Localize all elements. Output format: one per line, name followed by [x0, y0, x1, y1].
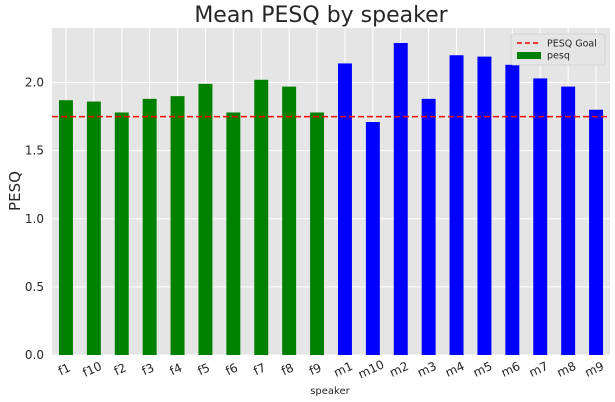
y-ticks: 0.0 0.5 1.0 1.5 2.0 — [25, 76, 44, 363]
x-tick-label-m3: m3 — [415, 359, 438, 380]
x-tick-label-f3: f3 — [140, 361, 157, 379]
x-tick-label-f1: f1 — [56, 361, 73, 379]
x-tick-label-m9: m9 — [583, 359, 606, 380]
bar-f6 — [226, 112, 241, 355]
y-tick-label: 1.5 — [25, 144, 44, 158]
bar-m4 — [449, 55, 464, 355]
x-tick-label-f8: f8 — [279, 361, 296, 379]
y-tick-label: 0.0 — [25, 348, 44, 362]
plot-background — [52, 28, 610, 355]
x-tick-label-f7: f7 — [251, 361, 268, 379]
x-tick-label-m8: m8 — [555, 359, 578, 380]
bar-f3 — [142, 98, 157, 355]
x-tick-label-m5: m5 — [471, 359, 494, 380]
bar-f1 — [58, 100, 73, 356]
bar-m10 — [365, 122, 380, 355]
legend: PESQ Goal pesq — [510, 33, 606, 66]
bar-f8 — [282, 86, 297, 356]
x-ticks: f1 f10 f2 f3 f4 f5 f6 f7 f8 f9 m1 m10 m2 m3 m4 m5 m6 m7 m8… — [56, 357, 606, 381]
x-tick-label-m4: m4 — [443, 359, 466, 380]
bars — [58, 42, 604, 356]
x-tick-label-f9: f9 — [307, 361, 324, 379]
bar-f5 — [198, 83, 213, 356]
x-tick-label-f10: f10 — [80, 359, 104, 380]
bar-m8 — [561, 86, 576, 356]
x-tick-label-m7: m7 — [527, 359, 550, 380]
chart-title: Mean PESQ by speaker — [194, 3, 448, 28]
bar-m2 — [393, 42, 408, 356]
bar-m5 — [477, 56, 492, 356]
bar-m7 — [533, 78, 548, 355]
bar-m1 — [337, 63, 352, 356]
x-tick-label-m2: m2 — [387, 359, 410, 380]
x-tick-label-m6: m6 — [499, 359, 522, 380]
x-axis-label: speaker — [310, 386, 350, 397]
bar-m9 — [589, 109, 604, 355]
bar-f10 — [86, 101, 101, 355]
x-tick-label-f4: f4 — [168, 361, 185, 379]
bar-f2 — [114, 112, 129, 355]
bar-f9 — [310, 112, 325, 355]
bar-m3 — [421, 98, 436, 355]
x-tick-label-f6: f6 — [223, 361, 240, 379]
legend-pesq-patch-icon — [517, 52, 541, 59]
x-tick-label-f2: f2 — [112, 361, 129, 379]
legend-pesq-label: pesq — [547, 51, 570, 62]
x-tick-label-f5: f5 — [195, 361, 212, 379]
y-tick-label: 2.0 — [25, 76, 44, 90]
bar-m6 — [505, 64, 520, 355]
y-axis-label: PESQ — [6, 171, 24, 211]
bar-f4 — [170, 96, 185, 355]
bar-f7 — [254, 79, 269, 356]
x-tick-label-m10: m10 — [356, 357, 386, 381]
y-tick-label: 1.0 — [25, 212, 44, 226]
legend-goal-label: PESQ Goal — [547, 39, 597, 50]
x-tick-label-m1: m1 — [332, 359, 355, 380]
y-tick-label: 0.5 — [25, 280, 44, 294]
